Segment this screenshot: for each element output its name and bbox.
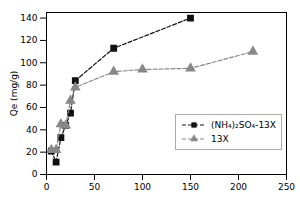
svg-text:0: 0 [44,182,50,192]
svg-text:20: 20 [26,147,38,157]
svg-text:120: 120 [20,35,37,45]
svg-text:100: 100 [20,58,37,68]
svg-text:100: 100 [134,182,151,192]
svg-text:140: 140 [20,13,37,23]
svg-text:50: 50 [89,182,101,192]
svg-text:250: 250 [278,182,295,192]
svg-text:80: 80 [26,80,38,90]
svg-text:0: 0 [32,169,38,179]
svg-text:200: 200 [230,182,247,192]
svg-text:60: 60 [26,102,38,112]
svg-text:Qe (mg/g): Qe (mg/g) [9,71,19,117]
svg-text:150: 150 [182,182,199,192]
html-text:13X: 13X [211,134,229,144]
svg-text:40: 40 [26,125,38,135]
html-text:(NH₄)₂SO₄-13X: (NH₄)₂SO₄-13X [211,120,276,130]
